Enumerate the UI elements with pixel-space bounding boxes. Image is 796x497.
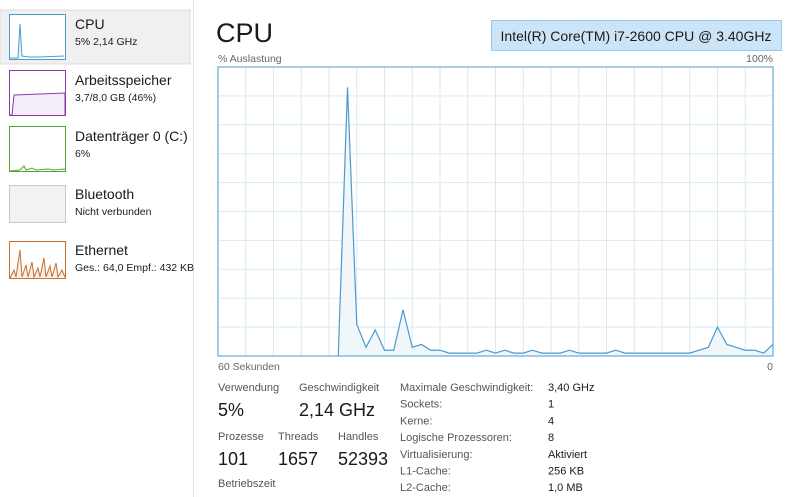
cpu-line [337, 87, 774, 357]
detail-key: L1-Cache: [400, 466, 451, 478]
ethernet-thumbnail [9, 241, 66, 279]
detail-value: 8 [548, 432, 554, 444]
item-subtitle: 5% 2,14 GHz [75, 36, 137, 48]
item-title: Datenträger 0 (C:) [75, 128, 188, 144]
detail-value: 4 [548, 415, 554, 427]
stat-label: Verwendung [218, 382, 279, 394]
memory-thumbnail [9, 70, 66, 116]
detail-key: Kerne: [400, 415, 432, 427]
detail-value: Aktiviert [548, 449, 587, 461]
stat-label: Geschwindigkeit [299, 382, 379, 394]
y-axis-label: % Auslastung [218, 53, 282, 65]
detail-key: Logische Prozessoren: [400, 432, 512, 444]
detail-key: Maximale Geschwindigkeit: [400, 382, 533, 394]
stat-label: Handles [338, 431, 379, 443]
detail-key: L2-Cache: [400, 482, 451, 494]
stat-value: 2,14 GHz [299, 400, 375, 420]
stat-value: 5% [218, 400, 244, 420]
bluetooth-thumbnail [9, 185, 66, 223]
processor-box [491, 20, 782, 51]
y-max-label: 100% [746, 53, 773, 65]
processor-name: Intel(R) Core(TM) i7-2600 CPU @ 3.40GHz [501, 28, 772, 44]
item-subtitle: Nicht verbunden [75, 206, 152, 218]
stat-value: 1657 [278, 449, 318, 469]
detail-key: Virtualisierung: [400, 449, 473, 461]
stat-label: Prozesse [218, 431, 264, 443]
detail-value: 1 [548, 399, 554, 411]
item-title: Ethernet [75, 242, 128, 258]
x-right-label: 0 [767, 361, 773, 373]
cpu-graph [217, 66, 774, 357]
stat-label: Betriebszeit [218, 478, 275, 490]
stat-value: 52393 [338, 449, 388, 469]
item-title: Arbeitsspeicher [75, 72, 172, 88]
graph-border [217, 66, 774, 357]
item-title: Bluetooth [75, 186, 134, 202]
detail-value: 3,40 GHz [548, 382, 594, 394]
item-subtitle: Ges.: 64,0 Empf.: 432 KB [75, 262, 194, 274]
page-title: CPU [216, 18, 273, 48]
item-subtitle: 3,7/8,0 GB (46%) [75, 92, 156, 104]
cpu-thumbnail [9, 14, 66, 60]
detail-value: 1,0 MB [548, 482, 583, 494]
stat-label: Threads [278, 431, 319, 443]
disk-thumbnail [9, 126, 66, 172]
item-title: CPU [75, 16, 105, 32]
detail-key: Sockets: [400, 399, 442, 411]
x-left-label: 60 Sekunden [218, 361, 280, 373]
item-subtitle: 6% [75, 148, 90, 160]
detail-value: 256 KB [548, 466, 584, 478]
stats: Verwendung 5% Geschwindigkeit 2,14 GHz Proze… [218, 382, 594, 494]
sidebar: CPU 5% 2,14 GHz Arbeitsspeicher 3,7/8,0 GB … [75, 16, 194, 274]
stat-value: 101 [218, 449, 248, 469]
